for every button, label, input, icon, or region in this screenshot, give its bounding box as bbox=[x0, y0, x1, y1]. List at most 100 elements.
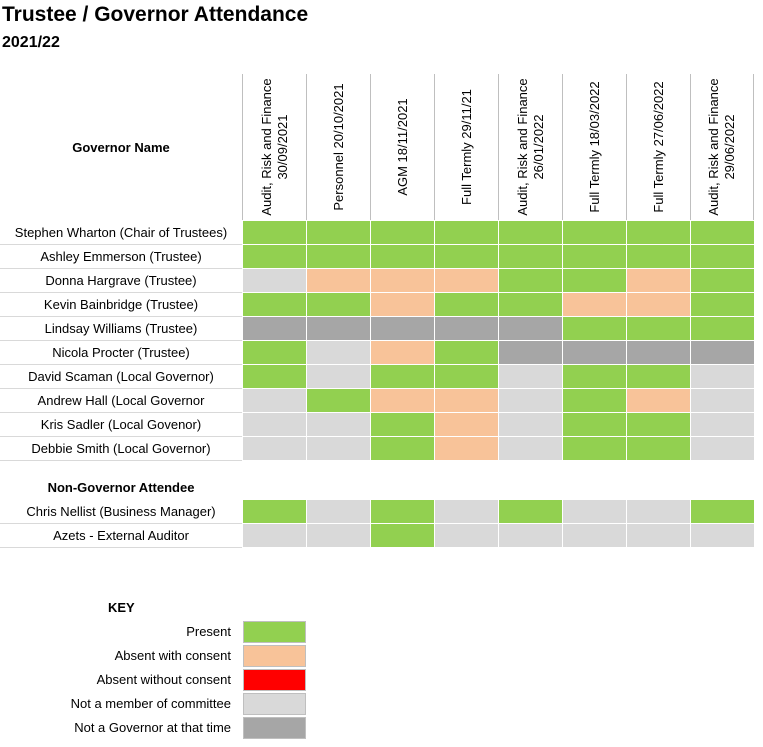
meeting-header-label: Personnel 20/10/2021 bbox=[330, 83, 346, 211]
attendance-cell bbox=[307, 341, 371, 365]
attendance-cell bbox=[563, 365, 627, 389]
attendance-cell bbox=[563, 389, 627, 413]
attendance-cell bbox=[243, 389, 307, 413]
attendance-cell bbox=[627, 269, 691, 293]
attendance-cell bbox=[691, 413, 755, 437]
attendance-cell bbox=[627, 293, 691, 317]
row-name: Kris Sadler (Local Govenor) bbox=[0, 413, 242, 437]
attendance-cell bbox=[691, 524, 755, 548]
attendance-cell bbox=[307, 221, 371, 245]
attendance-cell bbox=[307, 365, 371, 389]
attendance-cell bbox=[563, 500, 627, 524]
attendance-cell bbox=[499, 221, 563, 245]
row-name: Ashley Emmerson (Trustee) bbox=[0, 245, 242, 269]
attendance-cell bbox=[371, 269, 435, 293]
attendance-cell bbox=[243, 269, 307, 293]
attendance-cell bbox=[627, 524, 691, 548]
attendance-cell bbox=[627, 317, 691, 341]
attendance-cell bbox=[435, 437, 499, 461]
attendance-cell bbox=[243, 500, 307, 524]
attendance-cell bbox=[627, 341, 691, 365]
meeting-header: Full Termly 18/03/2022 bbox=[562, 74, 626, 220]
attendance-cell bbox=[243, 245, 307, 269]
attendance-cell bbox=[435, 221, 499, 245]
attendance-cell bbox=[307, 293, 371, 317]
attendance-cell bbox=[435, 365, 499, 389]
meeting-header-label: AGM 18/11/2021 bbox=[394, 98, 410, 196]
attendance-cell bbox=[243, 317, 307, 341]
attendance-cell bbox=[371, 365, 435, 389]
key-swatch bbox=[243, 717, 306, 739]
row-name: Chris Nellist (Business Manager) bbox=[0, 500, 242, 524]
attendance-cell bbox=[435, 500, 499, 524]
attendance-cell bbox=[499, 245, 563, 269]
meeting-header-label: Full Termly 18/03/2022 bbox=[586, 81, 602, 213]
attendance-cell bbox=[691, 365, 755, 389]
attendance-cell bbox=[499, 293, 563, 317]
attendance-cell bbox=[627, 437, 691, 461]
attendance-cell bbox=[499, 341, 563, 365]
attendance-cell bbox=[627, 389, 691, 413]
attendance-cell bbox=[691, 245, 755, 269]
row-name: Andrew Hall (Local Governor bbox=[0, 389, 242, 413]
attendance-cell bbox=[307, 500, 371, 524]
attendance-cell bbox=[435, 293, 499, 317]
attendance-cell bbox=[243, 221, 307, 245]
attendance-cell bbox=[563, 524, 627, 548]
key-label: Not a Governor at that time bbox=[74, 720, 231, 735]
attendance-cell bbox=[563, 221, 627, 245]
key-swatch bbox=[243, 669, 306, 691]
attendance-cell bbox=[691, 269, 755, 293]
row-name: Kevin Bainbridge (Trustee) bbox=[0, 293, 242, 317]
attendance-cell bbox=[627, 500, 691, 524]
key-swatch bbox=[243, 645, 306, 667]
attendance-cell bbox=[499, 524, 563, 548]
attendance-cell bbox=[307, 269, 371, 293]
key-label: Present bbox=[186, 624, 231, 639]
attendance-cell bbox=[307, 437, 371, 461]
attendance-cell bbox=[307, 524, 371, 548]
page-title: Trustee / Governor Attendance bbox=[2, 3, 309, 26]
attendance-cell bbox=[499, 365, 563, 389]
attendance-cell bbox=[563, 437, 627, 461]
key-swatch bbox=[243, 693, 306, 715]
attendance-cell bbox=[563, 413, 627, 437]
attendance-cell bbox=[435, 524, 499, 548]
attendance-cell bbox=[435, 269, 499, 293]
attendance-cell bbox=[435, 317, 499, 341]
attendance-cell bbox=[627, 413, 691, 437]
meeting-header: Audit, Risk and Finance 30/09/2021 bbox=[242, 74, 306, 220]
meeting-header: Full Termly 27/06/2022 bbox=[626, 74, 690, 220]
attendance-cell bbox=[691, 437, 755, 461]
attendance-cell bbox=[307, 413, 371, 437]
attendance-cell bbox=[499, 437, 563, 461]
row-name: Nicola Procter (Trustee) bbox=[0, 341, 242, 365]
attendance-cell bbox=[691, 389, 755, 413]
attendance-cell bbox=[435, 413, 499, 437]
key-label: Absent with consent bbox=[114, 648, 231, 663]
attendance-cell bbox=[371, 389, 435, 413]
attendance-cell bbox=[691, 293, 755, 317]
attendance-cell bbox=[563, 245, 627, 269]
attendance-cell bbox=[499, 317, 563, 341]
attendance-cell bbox=[243, 437, 307, 461]
key-label: Absent without consent bbox=[96, 672, 231, 687]
attendance-cell bbox=[563, 269, 627, 293]
attendance-cell bbox=[371, 500, 435, 524]
row-name: Debbie Smith (Local Governor) bbox=[0, 437, 242, 461]
attendance-cell bbox=[243, 524, 307, 548]
attendance-cell bbox=[307, 245, 371, 269]
meeting-header: Audit, Risk and Finance 26/01/2022 bbox=[498, 74, 562, 220]
attendance-cell bbox=[435, 341, 499, 365]
meeting-header: Full Termly 29/11/21 bbox=[434, 74, 498, 220]
row-name: Donna Hargrave (Trustee) bbox=[0, 269, 242, 293]
non-governor-header: Non-Governor Attendee bbox=[47, 480, 195, 495]
attendance-cell bbox=[243, 293, 307, 317]
attendance-cell bbox=[563, 317, 627, 341]
attendance-cell bbox=[435, 389, 499, 413]
meeting-header-label: Audit, Risk and Finance 30/09/2021 bbox=[258, 78, 290, 216]
meeting-header-label: Audit, Risk and Finance 29/06/2022 bbox=[706, 78, 737, 216]
attendance-cell bbox=[435, 245, 499, 269]
attendance-cell bbox=[243, 413, 307, 437]
row-name: Azets - External Auditor bbox=[0, 524, 242, 548]
